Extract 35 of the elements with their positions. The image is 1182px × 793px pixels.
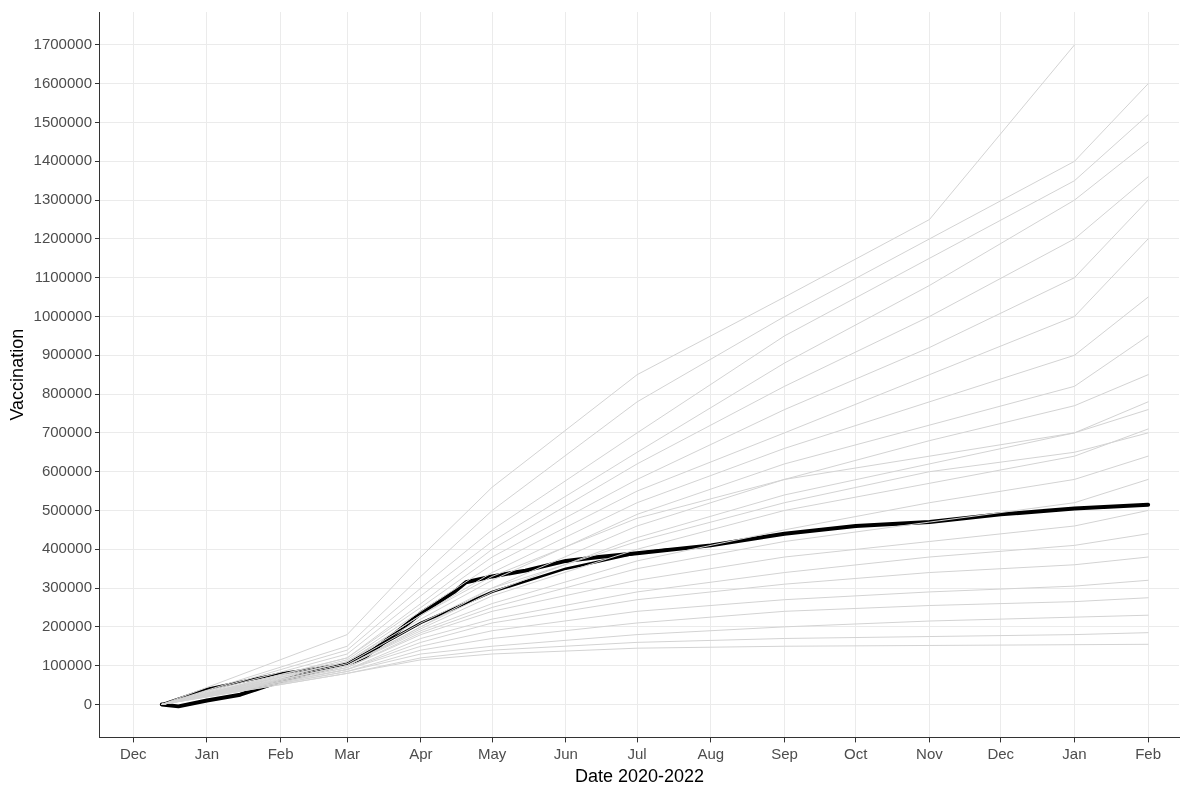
y-tick-label: 600000 bbox=[41, 461, 92, 479]
y-tick-label: 1100000 bbox=[34, 267, 92, 285]
y-tick-label: 1600000 bbox=[33, 73, 92, 91]
y-tick-label: 0 bbox=[83, 694, 92, 712]
y-tick-label: 1300000 bbox=[33, 190, 92, 208]
y-tick-label: 1200000 bbox=[33, 229, 92, 247]
x-tick-label: Mar bbox=[334, 744, 361, 762]
y-tick-label: 900000 bbox=[41, 345, 92, 363]
y-tick-label: 1700000 bbox=[33, 35, 92, 53]
x-tick-label: Jul bbox=[627, 744, 647, 762]
x-tick-label: Sep bbox=[771, 744, 798, 762]
x-tick-label: Jun bbox=[553, 744, 578, 762]
y-tick-label: 800000 bbox=[41, 384, 92, 402]
x-tick-label: Aug bbox=[697, 744, 725, 762]
x-tick-label: Oct bbox=[844, 744, 869, 762]
y-tick-label: 300000 bbox=[41, 578, 92, 596]
x-axis-title: Date 2020-2022 bbox=[574, 766, 705, 787]
y-tick-label: 400000 bbox=[41, 539, 92, 557]
y-tick-label: 500000 bbox=[41, 500, 92, 518]
y-axis-title: Vaccination bbox=[6, 328, 27, 421]
x-tick-label: Nov bbox=[916, 744, 944, 762]
y-tick-label: 100000 bbox=[41, 655, 92, 673]
y-tick-label: 200000 bbox=[41, 616, 92, 634]
x-tick-label: Feb bbox=[1135, 744, 1162, 762]
x-tick-label: Apr bbox=[409, 744, 433, 762]
y-tick-label: 1400000 bbox=[33, 151, 92, 169]
x-tick-label: Dec bbox=[987, 744, 1015, 762]
y-tick-label: 1000000 bbox=[33, 306, 92, 324]
x-tick-label: Jan bbox=[1062, 744, 1087, 762]
x-tick-label: Jan bbox=[194, 744, 220, 762]
y-tick-label: 700000 bbox=[41, 423, 92, 441]
x-tick-label: Dec bbox=[119, 744, 148, 762]
x-tick-label: Feb bbox=[267, 744, 294, 762]
x-tick-label: May bbox=[477, 744, 507, 762]
y-tick-label: 1500000 bbox=[33, 112, 92, 130]
